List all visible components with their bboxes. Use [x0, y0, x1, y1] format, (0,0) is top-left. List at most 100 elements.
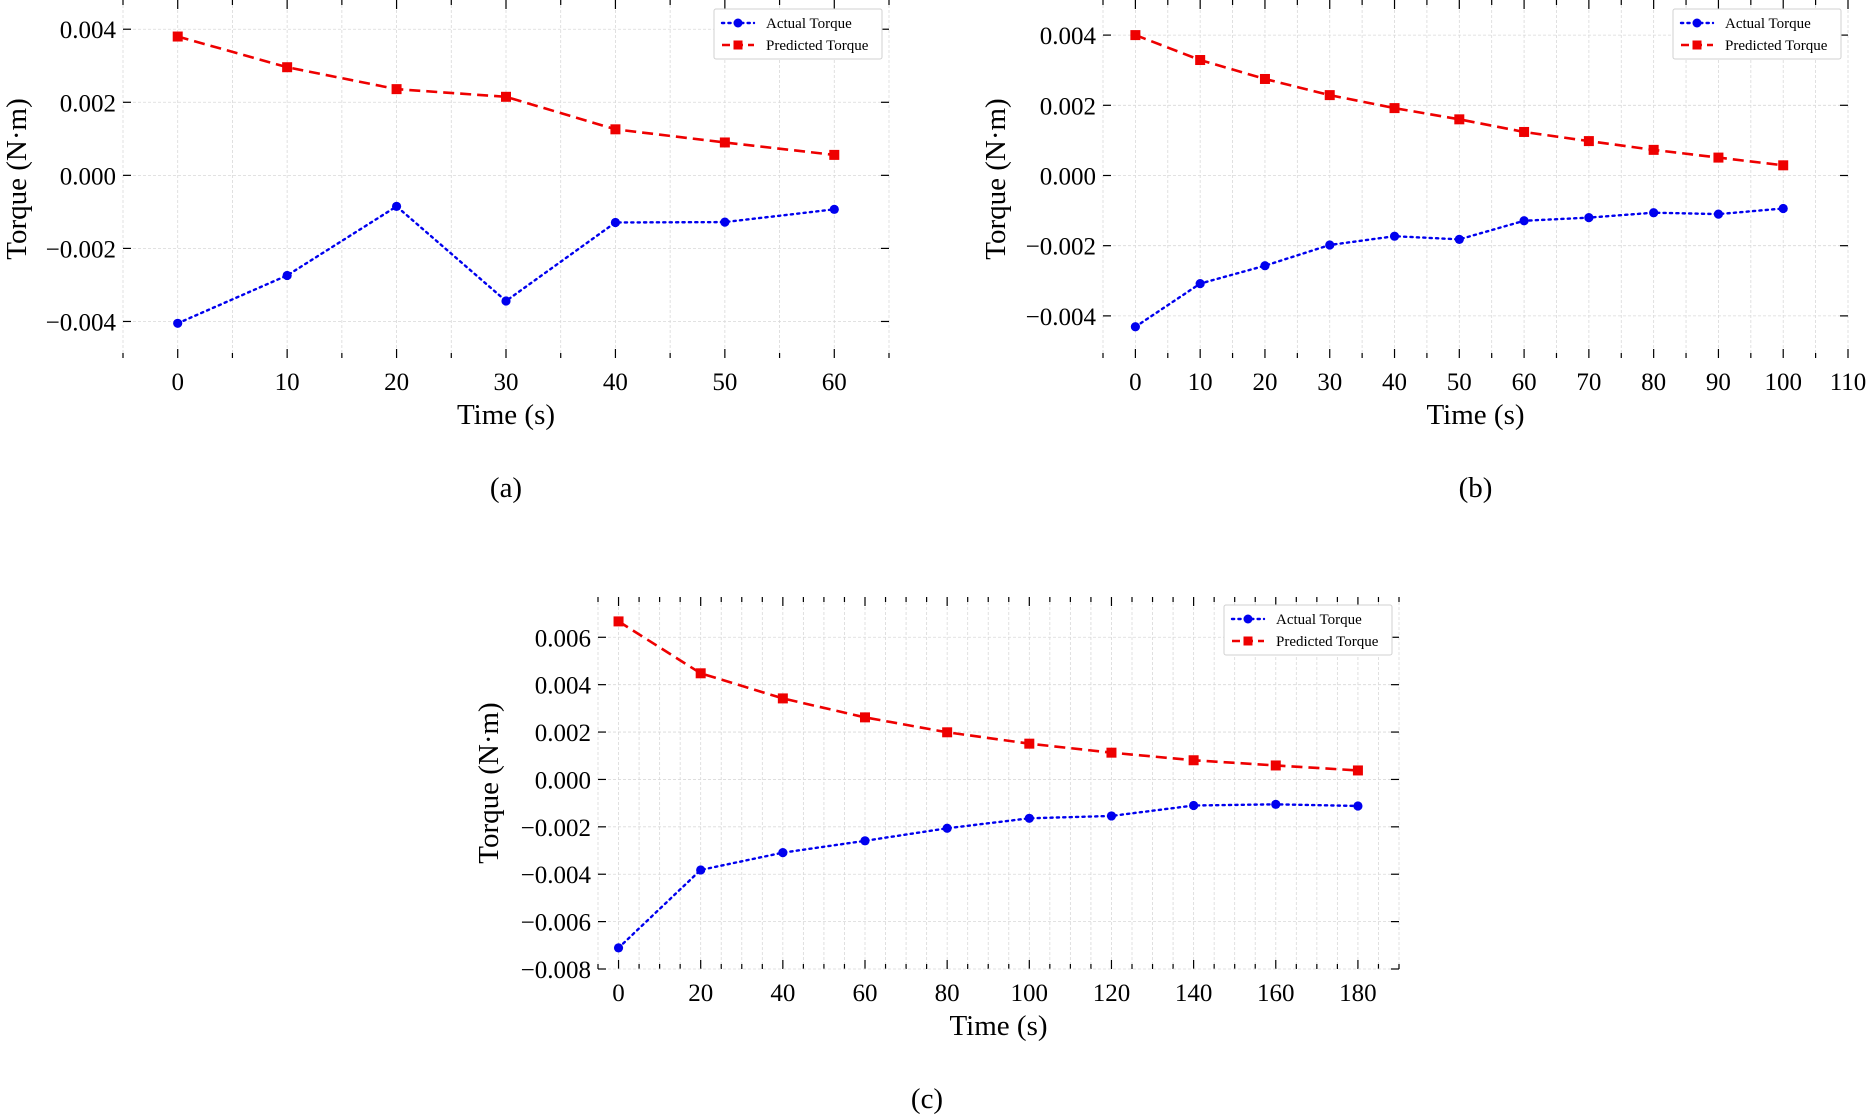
- actual-torque-point: [610, 217, 621, 228]
- x-tick-label: 60: [822, 369, 847, 396]
- x-tick-label: 70: [1576, 369, 1601, 396]
- predicted-torque-point: [1195, 55, 1206, 66]
- panel-caption: (c): [911, 1083, 943, 1115]
- legend-actual-marker-icon: [1692, 18, 1702, 28]
- x-tick-label: 30: [1317, 369, 1342, 396]
- legend-predicted-marker-icon: [733, 40, 743, 50]
- x-tick-label: 30: [494, 369, 519, 396]
- x-tick-label: 40: [1382, 369, 1407, 396]
- x-tick-label: 10: [275, 369, 300, 396]
- predicted-torque-point: [1188, 755, 1199, 766]
- y-tick-label: 0.002: [535, 720, 591, 747]
- x-axis-label: Time (s): [949, 1010, 1047, 1042]
- actual-torque-point: [501, 296, 511, 306]
- predicted-torque-point: [1454, 114, 1465, 125]
- x-tick-label: 0: [171, 369, 184, 396]
- predicted-torque-point: [613, 616, 624, 627]
- predicted-torque-point: [829, 149, 840, 160]
- legend-predicted-label: Predicted Torque: [766, 38, 869, 54]
- chart-panel-a: −0.004 −0.002 0.000 0.002 0.004 0 10 20 30 40 50 60…: [1, 0, 890, 504]
- legend: Actual Torque Predicted Torque: [1223, 604, 1393, 656]
- x-tick-label: 40: [603, 369, 628, 396]
- x-tick-label: 0: [612, 980, 625, 1007]
- predicted-torque-point: [1352, 765, 1363, 776]
- legend: Actual Torque Predicted Torque: [1672, 8, 1842, 60]
- actual-torque-point: [391, 201, 402, 211]
- x-tick-label: 180: [1339, 980, 1377, 1007]
- x-tick-label: 20: [1252, 369, 1277, 396]
- actual-torque-point: [1389, 231, 1400, 241]
- x-tick-label: 140: [1175, 980, 1213, 1007]
- x-tick-label: 80: [1641, 369, 1666, 396]
- predicted-torque-point: [719, 137, 730, 148]
- x-tick-label: 100: [1011, 980, 1049, 1007]
- actual-torque-point: [1519, 216, 1529, 226]
- predicted-torque-point: [1130, 30, 1141, 41]
- x-tick-label: 100: [1764, 369, 1802, 396]
- y-tick-label: 0.000: [535, 767, 591, 794]
- legend-predicted-label: Predicted Torque: [1276, 634, 1379, 650]
- actual-torque-point: [1713, 209, 1724, 219]
- x-tick-label: 120: [1093, 980, 1131, 1007]
- panel-caption: (a): [490, 472, 522, 504]
- actual-torque-point: [1454, 234, 1464, 244]
- x-tick-label: 60: [1512, 369, 1537, 396]
- actual-torque-point: [1271, 799, 1281, 809]
- y-tick-label: −0.004: [46, 309, 117, 336]
- x-tick-label: 60: [853, 980, 878, 1007]
- predicted-torque-point: [391, 84, 402, 95]
- legend-predicted-marker-icon: [1243, 636, 1253, 646]
- predicted-torque-point: [1583, 136, 1594, 147]
- predicted-torque-point: [1713, 152, 1724, 163]
- x-tick-label: 160: [1257, 980, 1295, 1007]
- legend-box: [713, 8, 883, 60]
- x-axis-label: Time (s): [457, 399, 555, 431]
- predicted-torque-point: [860, 712, 870, 723]
- predicted-torque-point: [610, 124, 621, 135]
- predicted-torque-point: [1270, 760, 1281, 771]
- y-tick-label: 0.000: [60, 163, 116, 190]
- y-tick-label: −0.006: [521, 910, 591, 937]
- y-tick-label: 0.006: [535, 625, 591, 652]
- actual-torque-point: [829, 204, 839, 214]
- actual-torque-point: [1778, 203, 1788, 214]
- actual-torque-point: [860, 836, 870, 846]
- actual-torque-point: [173, 318, 183, 328]
- legend-actual-marker-icon: [1243, 614, 1253, 624]
- predicted-torque-point: [282, 62, 293, 73]
- legend-predicted-label: Predicted Torque: [1725, 38, 1828, 54]
- chart-panel-b: −0.004 −0.002 0.000 0.002 0.004 0 10 20 30 40 50 60…: [980, 0, 1866, 504]
- y-tick-label: −0.008: [521, 957, 591, 984]
- actual-torque-point: [282, 270, 292, 281]
- y-axis-label: Torque (N·m): [1, 98, 33, 259]
- actual-torque-point: [720, 217, 730, 227]
- legend: Actual Torque Predicted Torque: [713, 8, 883, 60]
- y-tick-label: 0.002: [1040, 93, 1096, 120]
- y-tick-label: −0.002: [521, 815, 591, 842]
- legend-actual-marker-icon: [733, 18, 743, 28]
- predicted-torque-point: [777, 693, 788, 704]
- x-tick-label: 10: [1188, 369, 1213, 396]
- x-tick-label: 0: [1129, 369, 1142, 396]
- y-tick-label: −0.002: [46, 236, 116, 263]
- x-tick-label: 20: [384, 369, 409, 396]
- predicted-torque-point: [1389, 103, 1400, 114]
- legend-box: [1223, 604, 1393, 656]
- predicted-torque-point: [1106, 747, 1117, 758]
- actual-torque-point: [696, 865, 706, 875]
- actual-torque-point: [1130, 322, 1140, 332]
- actual-torque-point: [1325, 240, 1335, 250]
- actual-torque-line: [617, 803, 1360, 950]
- predicted-torque-point: [942, 727, 953, 738]
- predicted-torque-point: [501, 91, 511, 102]
- legend-box: [1672, 8, 1842, 60]
- x-tick-label: 20: [688, 980, 713, 1007]
- predicted-torque-point: [1259, 73, 1270, 84]
- y-tick-label: −0.004: [1026, 304, 1097, 331]
- actual-torque-point: [1189, 800, 1199, 811]
- legend-predicted-marker-icon: [1692, 40, 1702, 50]
- actual-torque-point: [1106, 811, 1117, 821]
- y-axis-label: Torque (N·m): [473, 702, 505, 863]
- panel-caption: (b): [1459, 472, 1493, 504]
